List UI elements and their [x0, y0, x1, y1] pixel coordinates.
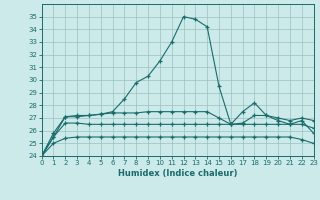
- X-axis label: Humidex (Indice chaleur): Humidex (Indice chaleur): [118, 169, 237, 178]
